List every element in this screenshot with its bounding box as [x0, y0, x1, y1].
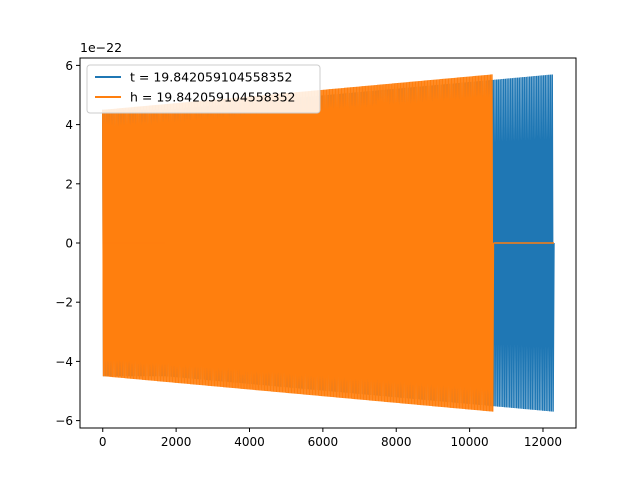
x-tick-label: 6000	[308, 435, 339, 449]
x-axis: 0 2000 4000 6000 8000 10000 12000	[99, 428, 562, 449]
y-tick-label: −6	[55, 414, 73, 428]
x-tick-label: 12000	[524, 435, 562, 449]
x-tick-label: 8000	[381, 435, 412, 449]
y-tick-label: 4	[65, 118, 73, 132]
y-scale-exponent: 1e−22	[80, 40, 122, 55]
y-tick-label: −2	[55, 296, 73, 310]
x-tick-label: 0	[99, 435, 107, 449]
y-tick-label: −4	[55, 355, 73, 369]
legend-label-h: h = 19.842059104558352	[130, 90, 296, 105]
legend: t = 19.842059104558352 h = 19.8420591045…	[86, 64, 321, 114]
y-tick-label: 0	[65, 237, 73, 251]
legend-box	[86, 64, 321, 114]
y-tick-label: 6	[65, 59, 73, 73]
legend-label-t: t = 19.842059104558352	[130, 70, 293, 85]
x-tick-label: 10000	[451, 435, 489, 449]
x-tick-label: 4000	[234, 435, 265, 449]
x-tick-label: 2000	[161, 435, 192, 449]
series-layer	[102, 74, 555, 412]
y-axis: −6 −4 −2 0 2 4 6	[55, 59, 80, 428]
y-tick-label: 2	[65, 177, 73, 191]
